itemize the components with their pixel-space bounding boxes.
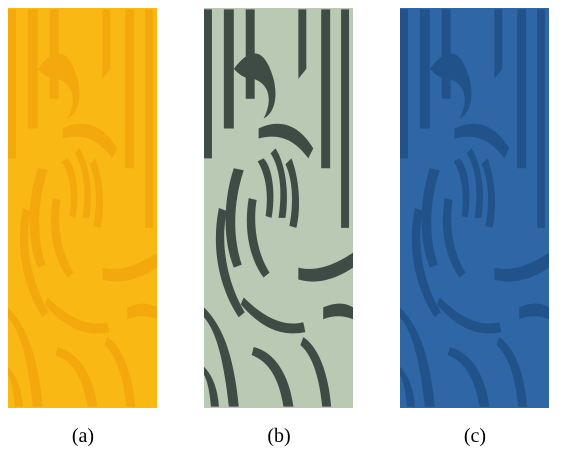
- panel-label: (a): [72, 425, 94, 447]
- panel-label: (c): [464, 425, 486, 447]
- page: (a) (b) (c) (() => { const data = JSON.p…: [0, 0, 563, 450]
- panel-label: (b): [267, 425, 290, 447]
- panel-c-image: [400, 8, 549, 408]
- figure: (a) (b) (c): [0, 0, 563, 450]
- panel-a-image: [8, 8, 157, 408]
- panel-b-image: [204, 8, 353, 408]
